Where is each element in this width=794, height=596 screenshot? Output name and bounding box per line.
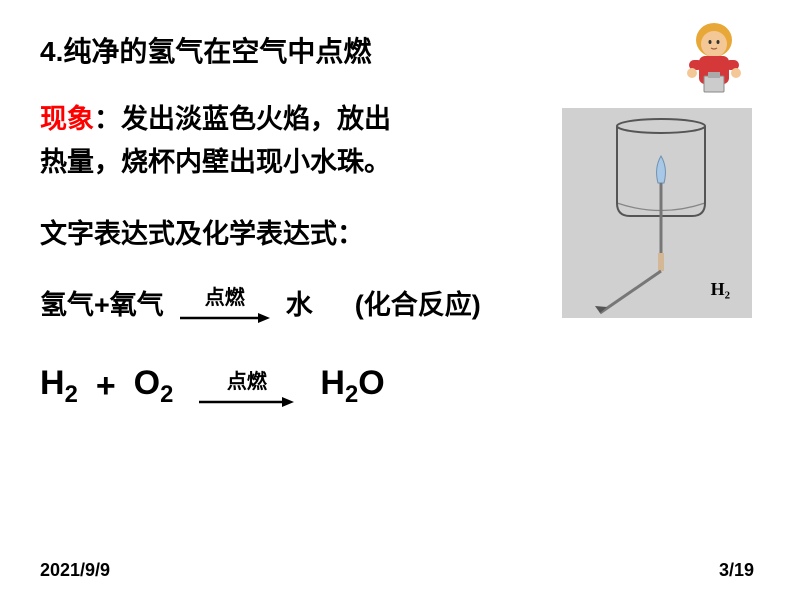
- footer-page: 3/19: [719, 560, 754, 581]
- word-eq-right: 水: [286, 283, 313, 322]
- phenomenon-label: 现象: [40, 104, 94, 134]
- word-arrow-label: 点燃: [205, 281, 245, 310]
- word-eq-arrow: 点燃: [180, 281, 270, 324]
- slide-title: 4.纯净的氢气在空气中点燃: [40, 30, 754, 70]
- chem-h2: H2: [40, 364, 78, 409]
- chem-eq-arrow: 点燃: [199, 365, 294, 408]
- phenomenon-line1: ：发出淡蓝色火焰，放出: [94, 104, 391, 134]
- experiment-diagram: H₂: [562, 108, 752, 318]
- phenomenon-line2: 热量，烧杯内壁出现小水珠。: [40, 147, 391, 177]
- chem-h2o: H2O: [320, 364, 384, 409]
- footer-date: 2021/9/9: [40, 560, 110, 581]
- word-eq-left: 氢气+氧气: [40, 283, 164, 322]
- word-eq-note: (化合反应): [355, 283, 481, 322]
- person-illustration: [674, 18, 764, 98]
- chem-plus: +: [96, 367, 116, 406]
- slide-footer: 2021/9/9 3/19: [40, 560, 754, 581]
- slide-container: H₂ 4.纯净的氢气在空气中点燃 现象：发出淡蓝色火焰，放出 热量，烧杯内壁出现…: [0, 0, 794, 596]
- chem-o2: O2: [134, 364, 174, 409]
- chemical-equation: H2 + O2 点燃 H2O: [40, 364, 754, 409]
- h2-diagram-label: H₂: [711, 279, 730, 300]
- chem-arrow-label: 点燃: [227, 365, 267, 394]
